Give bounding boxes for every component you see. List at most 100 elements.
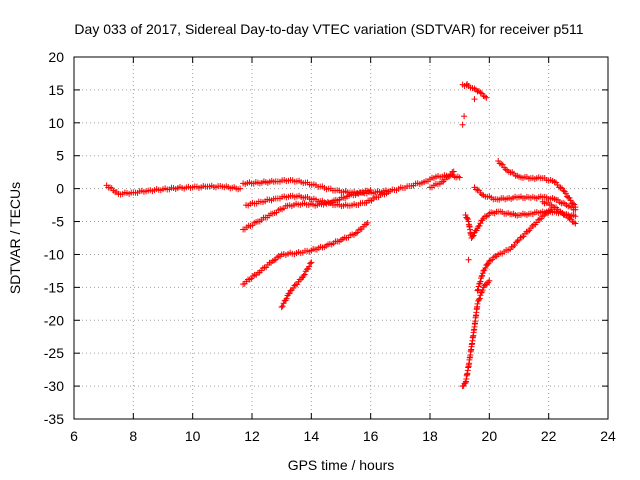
data-point-arc-6 [300,272,307,279]
data-point-arc-13 [571,201,578,208]
x-axis: 6 8 10 12 14 16 18 20 22 24 [70,57,616,444]
data-point-arc-3 [385,188,392,195]
data-point-arc-10 [533,219,540,226]
data-point-arc-8 [471,85,478,92]
data-point-arc-5 [352,230,359,237]
data-point-arc-11 [483,213,490,220]
x-tick-label: 22 [541,428,557,444]
data-point-isolated [464,80,471,87]
x-tick-label: 12 [244,428,260,444]
x-tick-label: 14 [304,428,320,444]
data-point-arc-11 [572,213,579,220]
data-point-arc-6 [308,259,315,266]
data-point-arc-5 [274,254,281,261]
data-point-arc-10 [475,283,482,290]
data-point-arc-10 [517,234,524,241]
data-point-arc-9 [476,295,483,302]
data-point-isolated [459,121,466,128]
y-tick-label: -30 [44,378,64,394]
data-point-arc-7 [450,168,457,175]
y-tick-label: 15 [48,82,64,98]
y-axis: 20 15 10 5 0 -5 -10 -15 -20 -25 -30 -35 [44,49,608,427]
data-point-arc-6 [306,263,313,270]
y-tick-label: -10 [44,246,64,262]
data-point-arc-6 [279,303,286,310]
data-point-arc-6 [287,287,294,294]
data-point-arc-13 [567,197,574,204]
data-point-arc-9 [486,277,493,284]
data-point-arc-9 [479,287,486,294]
data-point-arc-10 [477,278,484,285]
data-point-arc-13 [499,161,506,168]
data-point-arc-13 [498,160,505,167]
y-tick-label: -25 [44,345,64,361]
x-tick-label: 10 [185,428,201,444]
data-point-arc-6 [286,290,293,297]
data-point-arc-4 [367,186,374,193]
data-point-arc-6 [283,295,290,302]
data-point-arc-10 [535,216,542,223]
data-point-arc-1 [237,185,244,192]
data-point-arc-13 [562,190,569,197]
x-tick-label: 8 [129,428,137,444]
data-point-arc-11 [462,211,469,218]
data-point-arc-13 [557,184,564,191]
data-point-arc-6 [301,271,308,278]
data-point-arc-9 [478,289,485,296]
data-point-arc-13 [572,204,579,211]
data-point-arc-5 [355,226,362,233]
x-tick-label: 6 [70,428,78,444]
data-point-arc-5 [271,257,278,264]
data-point-arc-7 [441,176,448,183]
y-tick-label: -35 [44,411,64,427]
data-point-arc-13 [569,200,576,207]
data-point-arc-9 [474,300,481,307]
y-tick-label: 0 [56,181,64,197]
data-point-arc-8 [483,94,490,101]
data-point-arc-10 [536,216,543,223]
data-point-isolated [461,113,468,120]
data-point-arc-5 [354,229,361,236]
data-point-arc-14 [566,215,573,222]
data-point-arc-10 [486,258,493,265]
data-point-arc-6 [307,260,314,267]
grid [74,57,608,419]
data-point-arc-14 [557,208,564,215]
data-point-arc-10 [511,242,518,249]
data-point-arc-9 [477,292,484,299]
data-point-arc-6 [278,304,285,311]
y-tick-label: 20 [48,49,64,65]
data-point-arc-10 [514,238,521,245]
data-point-arc-14 [570,219,577,226]
x-tick-label: 24 [600,428,616,444]
data-point-arc-10 [487,257,494,264]
data-point-arc-10 [482,264,489,271]
data-point-arc-12 [474,186,481,193]
data-points [103,80,579,390]
chart-title: Day 033 of 2017, Sidereal Day-to-day VTE… [74,21,583,37]
data-point-arc-13 [502,166,509,173]
data-point-isolated [465,256,472,263]
y-tick-label: 10 [48,115,64,131]
x-tick-label: 20 [482,428,498,444]
data-point-arc-14 [550,203,557,210]
y-tick-label: -5 [52,214,65,230]
data-point-arc-10 [474,287,481,294]
data-point-arc-8 [477,89,484,96]
x-tick-label: 18 [422,428,438,444]
x-tick-label: 16 [363,428,379,444]
data-point-arc-5 [364,219,371,226]
data-point-arc-6 [290,285,297,292]
y-axis-title: SDTVAR / TECUs [7,182,23,294]
data-point-arc-9 [475,296,482,303]
data-point-isolated [471,96,478,103]
y-tick-label: -15 [44,279,64,295]
data-point-arc-10 [529,222,536,229]
plot-frame [73,56,609,420]
y-tick-label: 5 [56,148,64,164]
data-point-arc-11 [477,220,484,227]
data-point-arc-8 [472,86,479,93]
data-point-arc-10 [518,234,525,241]
data-point-arc-12 [478,191,485,198]
